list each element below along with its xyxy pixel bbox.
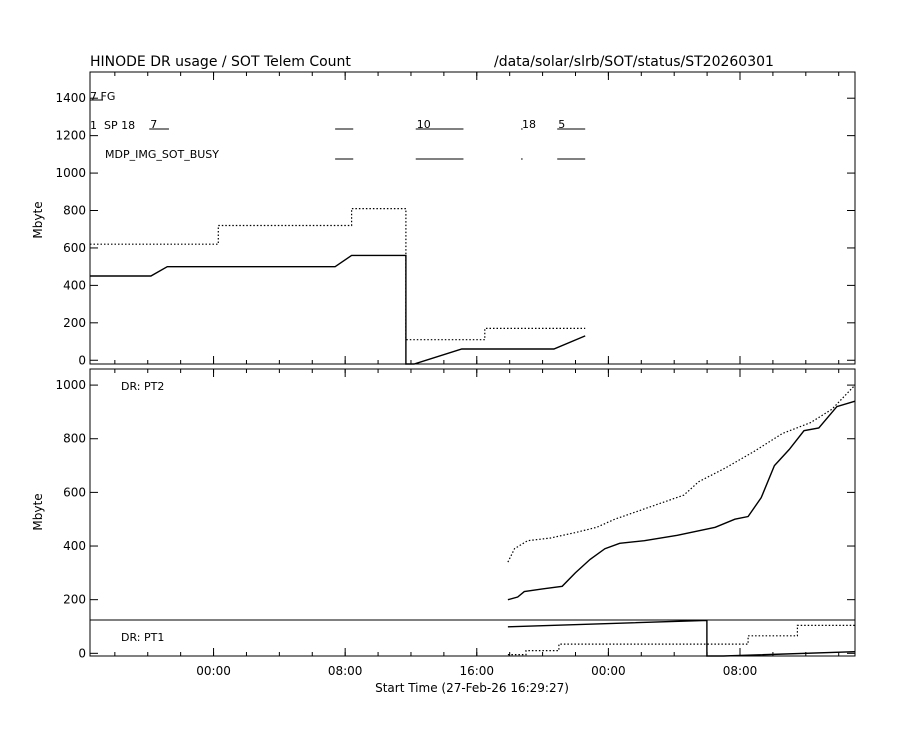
bottom-y-tick-label: 600	[63, 485, 86, 499]
top-solid-series	[90, 254, 586, 365]
top-y-tick-label: 800	[63, 204, 86, 218]
sp-label: SP 18	[104, 119, 135, 132]
count-label: 7	[150, 118, 157, 131]
pt2-series	[507, 384, 856, 601]
bottom-y-tick-label: 800	[63, 432, 86, 446]
top-ylabel: Mbyte	[31, 201, 45, 238]
pt2-solid-series	[507, 400, 856, 601]
pt1-dotted-series	[507, 624, 855, 656]
bottom-y-ticks: 0 200 400 600 800 1000	[55, 378, 855, 660]
top-series	[90, 208, 586, 365]
top-y-tick-label: 1000	[55, 166, 86, 180]
x-tick-label: 08:00	[723, 664, 758, 678]
chart-title: HINODE DR usage / SOT Telem Count	[90, 54, 351, 70]
pt2-dotted-series	[507, 384, 856, 563]
top-y-tick-label: 200	[63, 316, 86, 330]
bottom-y-tick-label: 0	[78, 646, 86, 660]
top-count-marks: 7 10 18 5	[90, 99, 586, 160]
count-label: 10	[417, 118, 431, 131]
top-y-tick-label: 0	[78, 353, 86, 367]
top-y-tick-label: 600	[63, 241, 86, 255]
fg-label: 7 FG	[90, 90, 115, 103]
top-y-tick-label: 400	[63, 278, 86, 292]
bottom-y-tick-label: 400	[63, 539, 86, 553]
x-tick-label: 08:00	[328, 664, 363, 678]
x-tick-label: 16:00	[459, 664, 494, 678]
top-y-tick-label: 1400	[55, 91, 86, 105]
pt1-solid-series	[507, 619, 856, 657]
bottom-y-tick-label: 1000	[55, 378, 86, 392]
count-label: 5	[558, 118, 565, 131]
top-panel-frame	[89, 71, 856, 365]
top-y-ticks: 0 200 400 600 800 1000 1200 1400	[55, 91, 855, 367]
x-axis-label: Start Time (27-Feb-26 16:29:27)	[375, 681, 569, 695]
x-tick-label: 00:00	[591, 664, 626, 678]
bottom-ylabel: Mbyte	[31, 493, 45, 530]
top-dotted-series	[90, 208, 586, 341]
pt1-series	[507, 619, 856, 657]
data-path: /data/solar/slrb/SOT/status/ST20260301	[494, 54, 774, 70]
x-tick-label: 00:00	[196, 664, 231, 678]
count-label: 18	[522, 118, 536, 131]
sp-prefix-label: 1	[90, 119, 97, 132]
pt1-label: DR: PT1	[121, 631, 164, 644]
top-y-tick-label: 1200	[55, 129, 86, 143]
x-ticks: 00:00 08:00 16:00 00:00 08:00	[114, 72, 840, 678]
bottom-y-tick-label: 200	[63, 593, 86, 607]
bottom-panel-frame	[89, 368, 856, 657]
busy-label: MDP_IMG_SOT_BUSY	[105, 148, 219, 161]
pt2-label: DR: PT2	[121, 380, 164, 393]
